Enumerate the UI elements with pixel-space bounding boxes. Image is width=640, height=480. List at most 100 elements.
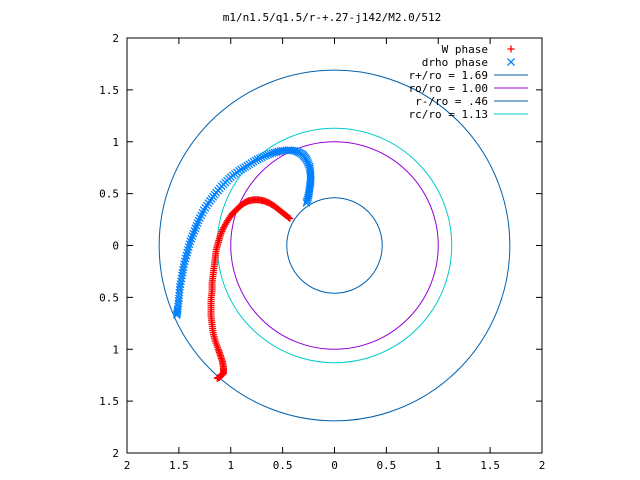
drho-phase-point-interp-b [253, 155, 262, 164]
drho-phase-point-interp-b [304, 159, 313, 167]
drho-phase-point-interp [189, 229, 198, 238]
y-tick-label: 2 [112, 447, 119, 460]
drho-phase-point-interp-b [174, 299, 183, 308]
drho-phase-point-interp [266, 149, 275, 158]
x-tick-label: 0.5 [376, 459, 396, 472]
legend-label: W phase [442, 43, 488, 56]
drho-phase-point-interp-b [257, 153, 266, 162]
drho-phase-point [186, 237, 195, 246]
x-tick-label: 1 [435, 459, 442, 472]
drho-phase-point [194, 216, 203, 225]
x-tick-label: 1.5 [169, 459, 189, 472]
drho-phase-point-interp [188, 232, 197, 241]
drho-phase-point-interp-b [182, 251, 191, 260]
chart-title: m1/n1.5/q1.5/r-+.27-j142/M2.0/512 [223, 11, 442, 24]
drho-phase-point-interp-b [183, 245, 192, 254]
drho-phase-point-interp-b [178, 268, 187, 277]
drho-phase-point-interp-b [173, 307, 182, 316]
drho-phase-point-interp-b [305, 164, 314, 173]
x-tick-label: 0 [331, 459, 338, 472]
legend-marker [507, 45, 515, 53]
y-tick-label: 0.5 [99, 291, 119, 304]
drho-phase-point-interp [255, 154, 264, 163]
drho-phase-point-interp-b [191, 224, 200, 233]
legend-label: r-/ro = .46 [415, 95, 488, 108]
drho-phase-point-interp-b [176, 277, 185, 286]
x-tick-label: 2 [539, 459, 546, 472]
legend-label: r+/ro = 1.69 [409, 69, 488, 82]
drho-phase-point-b [180, 260, 189, 269]
drho-phase-point-interp [183, 245, 192, 254]
drho-phase-point-b [172, 311, 181, 319]
drho-phase-point-interp-b [192, 221, 201, 230]
legend-label: rc/ro = 1.13 [409, 108, 488, 121]
drho-phase-point-interp-b [177, 274, 186, 283]
drho-phase-point-interp-b [184, 243, 193, 252]
drho-phase-point-interp-b [188, 232, 197, 241]
drho-phase-point-interp-b [255, 154, 264, 163]
drho-phase-point-interp-b [185, 240, 194, 249]
x-tick-label: 0.5 [273, 459, 293, 472]
legend-marker-b [507, 58, 515, 66]
drho-phase-point-interp-b [304, 160, 313, 169]
drho-phase-point-interp-b [187, 234, 196, 243]
drho-phase-point-interp-b [262, 151, 270, 160]
drho-phase-point-interp-b [176, 280, 185, 289]
drho-phase-point-interp-b [181, 254, 190, 263]
drho-phase-point-interp [187, 234, 196, 243]
drho-phase-point [259, 152, 268, 161]
drho-phase-point-interp [173, 309, 182, 318]
drho-phase-point-interp [257, 153, 266, 162]
drho-phase-point-interp-b [179, 263, 188, 271]
drho-phase-point-b [183, 248, 192, 257]
y-tick-label: 1.5 [99, 395, 119, 408]
drho-phase-point-interp [185, 240, 194, 249]
drho-phase-point [183, 248, 192, 257]
drho-phase-point-interp [181, 254, 190, 263]
drho-phase-point-interp-b [175, 291, 184, 300]
drho-phase-point-b [305, 162, 314, 171]
drho-phase-point-interp [173, 307, 182, 316]
y-tick-label: 1.5 [99, 84, 119, 97]
drho-phase-point-interp [262, 151, 270, 160]
y-tick-label: 1 [112, 343, 119, 356]
drho-phase-point [268, 149, 277, 158]
x-tick-label: 1.5 [480, 459, 500, 472]
legend-label: ro/ro = 1.00 [409, 82, 488, 95]
drho-phase-point-interp-b [180, 257, 189, 266]
x-tick-label: 1 [227, 459, 234, 472]
drho-phase-point-b [178, 271, 186, 280]
drho-phase-point-interp [191, 224, 200, 233]
drho-phase-point-interp [184, 243, 193, 252]
drho-phase-point-interp-b [189, 229, 198, 238]
drho-phase-point-b [194, 216, 203, 225]
drho-phase-point-interp [192, 221, 201, 230]
y-tick-label: 1 [112, 136, 119, 149]
circle-r-1 [230, 141, 439, 350]
w-phase-point [213, 374, 221, 382]
drho-phase-point-interp-b [193, 219, 202, 228]
drho-phase-point-b [190, 227, 199, 235]
points-layer [172, 146, 315, 382]
drho-phase-point-interp-b [175, 288, 184, 297]
drho-phase-point-interp [193, 219, 202, 228]
legend-marker [507, 58, 515, 66]
drho-phase-point-interp-b [173, 309, 182, 318]
drho-phase-point-interp-b [303, 157, 312, 166]
y-tick-label: 0 [112, 240, 119, 253]
drho-phase-point [172, 311, 181, 319]
drho-phase-point [190, 227, 199, 235]
legend-label: drho phase [422, 56, 488, 69]
drho-phase-point-interp [253, 155, 262, 164]
drho-phase-point-interp-b [266, 149, 275, 158]
drho-phase-point-b [259, 152, 268, 161]
circle-r-0_46 [286, 197, 383, 294]
drho-phase-point-interp-b [264, 150, 273, 159]
circle-r-1_69 [158, 69, 511, 422]
axis-ticks: 2 1.5 1 0.5 0 0.5 1 1.5 221.510.500.511.52 [99, 32, 545, 472]
drho-phase-point-b [268, 149, 277, 158]
drho-phase-point-interp-b [174, 297, 183, 305]
drho-phase-point-b [175, 283, 184, 291]
